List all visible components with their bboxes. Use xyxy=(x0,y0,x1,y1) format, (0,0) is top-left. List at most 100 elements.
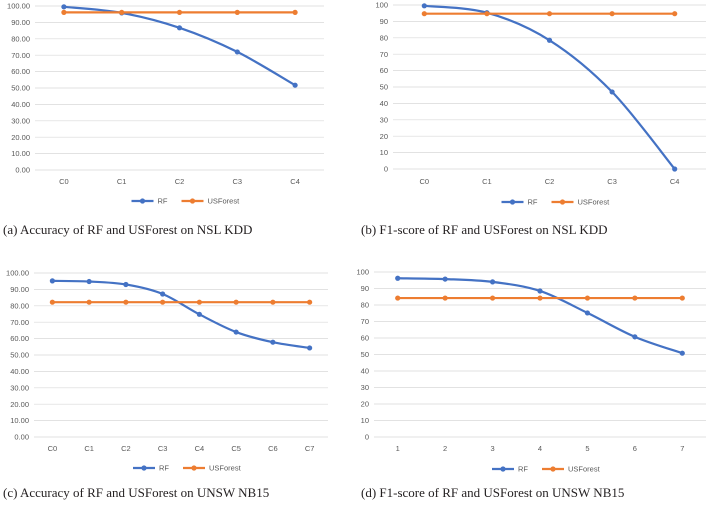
data-point-rf xyxy=(395,275,401,281)
x-tick-label: 3 xyxy=(490,444,494,453)
x-tick-label: C2 xyxy=(545,177,555,186)
data-point-usforest xyxy=(49,299,55,305)
data-point-usforest xyxy=(484,11,490,17)
y-tick-label: 30.00 xyxy=(10,383,29,392)
y-tick-label: 40 xyxy=(361,367,369,376)
x-tick-label: C2 xyxy=(175,177,185,186)
legend: RF USForest xyxy=(133,464,242,473)
y-tick-label: 100.00 xyxy=(7,2,30,11)
data-point-rf xyxy=(123,281,129,288)
y-tick-label: 10.00 xyxy=(11,149,30,158)
chart-caption: (b) F1-score of RF and USForest on NSL K… xyxy=(361,222,608,237)
y-tick-label: 20 xyxy=(380,132,388,141)
x-tick-label: C3 xyxy=(233,177,243,186)
y-tick-label: 20 xyxy=(361,400,369,409)
data-point-usforest xyxy=(176,9,183,15)
legend-marker-usforest xyxy=(189,198,196,204)
data-point-usforest xyxy=(609,11,615,17)
data-point-rf xyxy=(49,278,55,284)
chart-panel-c: 0.00 10.00 20.00 30.00 40.00 50.00 60.00 70.00 8… xyxy=(3,269,328,500)
data-point-rf xyxy=(442,276,448,282)
data-point-rf xyxy=(176,25,183,31)
data-point-usforest xyxy=(292,9,298,15)
y-tick-label: 70 xyxy=(380,50,388,59)
data-point-rf xyxy=(609,89,615,95)
legend-marker-usforest xyxy=(550,466,556,472)
data-point-rf xyxy=(160,291,166,297)
x-tick-label: C6 xyxy=(268,444,278,453)
x-tick-label: 2 xyxy=(443,444,447,453)
x-tick-label: 1 xyxy=(396,444,400,453)
y-tick-label: 90.00 xyxy=(11,18,30,27)
legend-marker-usforest xyxy=(191,465,197,471)
y-tick-label: 40.00 xyxy=(10,367,29,376)
legend-marker-rf xyxy=(139,198,146,204)
data-point-rf xyxy=(61,4,67,10)
data-point-usforest xyxy=(546,11,553,17)
y-tick-label: 100 xyxy=(375,1,388,10)
y-tick-label: 100.00 xyxy=(6,269,29,278)
legend-label-usforest: USForest xyxy=(208,197,241,206)
legend-label-rf: RF xyxy=(159,464,169,473)
data-point-rf xyxy=(679,350,685,356)
y-tick-label: 80.00 xyxy=(11,34,30,43)
x-tick-label: C1 xyxy=(482,177,492,186)
x-tick-label: 7 xyxy=(680,444,684,453)
x-tick-label: C0 xyxy=(59,177,69,186)
y-tick-label: 70 xyxy=(361,317,369,326)
data-point-rf xyxy=(196,311,202,317)
x-tick-label: C7 xyxy=(305,444,315,453)
data-point-usforest xyxy=(160,299,166,305)
y-tick-label: 40.00 xyxy=(11,100,30,109)
data-point-rf xyxy=(546,37,553,43)
data-point-usforest xyxy=(123,299,129,305)
data-point-rf xyxy=(270,339,276,345)
chart-caption: (a) Accuracy of RF and USForest on NSL K… xyxy=(3,222,252,237)
y-tick-label: 30 xyxy=(380,115,388,124)
y-tick-label: 0 xyxy=(384,165,388,174)
data-point-rf xyxy=(86,278,92,285)
data-point-rf xyxy=(632,334,638,340)
data-point-usforest xyxy=(61,9,67,15)
data-point-usforest xyxy=(537,295,543,301)
y-tick-label: 60.00 xyxy=(11,67,30,76)
legend-marker-rf xyxy=(500,466,506,472)
y-tick-label: 0 xyxy=(365,433,369,442)
y-tick-label: 50 xyxy=(380,83,388,92)
series-line-rf xyxy=(424,4,676,170)
data-point-rf xyxy=(489,279,496,285)
y-tick-label: 60.00 xyxy=(10,334,29,343)
y-tick-label: 70.00 xyxy=(10,318,29,327)
data-point-rf xyxy=(421,3,427,9)
legend-label-rf: RF xyxy=(528,198,538,207)
y-tick-label: 80 xyxy=(361,301,369,310)
y-tick-label: 30 xyxy=(361,383,369,392)
y-tick-label: 50.00 xyxy=(10,351,29,360)
data-point-rf xyxy=(292,82,298,88)
data-point-usforest xyxy=(421,11,427,17)
y-tick-label: 20.00 xyxy=(10,400,29,409)
data-point-usforest xyxy=(307,299,313,305)
y-tick-label: 10 xyxy=(361,416,369,425)
series-line-rf xyxy=(63,5,296,87)
data-point-usforest xyxy=(672,11,678,17)
data-point-rf xyxy=(307,345,313,351)
legend-marker-usforest xyxy=(559,199,566,205)
data-point-rf xyxy=(234,49,240,55)
y-tick-label: 60 xyxy=(361,334,369,343)
x-tick-label: C3 xyxy=(158,444,168,453)
data-point-usforest xyxy=(442,295,448,301)
series-line-rf xyxy=(52,279,310,350)
legend: RF USForest xyxy=(501,198,611,207)
y-tick-label: 0.00 xyxy=(14,433,29,442)
x-tick-label: 4 xyxy=(538,444,542,453)
y-tick-label: 70.00 xyxy=(11,51,30,60)
data-point-rf xyxy=(672,166,678,172)
x-tick-label: C4 xyxy=(195,444,205,453)
x-tick-label: C3 xyxy=(607,177,617,186)
data-point-usforest xyxy=(632,295,638,301)
legend-label-usforest: USForest xyxy=(578,198,611,207)
y-tick-label: 90 xyxy=(380,17,388,26)
legend-label-usforest: USForest xyxy=(209,464,242,473)
